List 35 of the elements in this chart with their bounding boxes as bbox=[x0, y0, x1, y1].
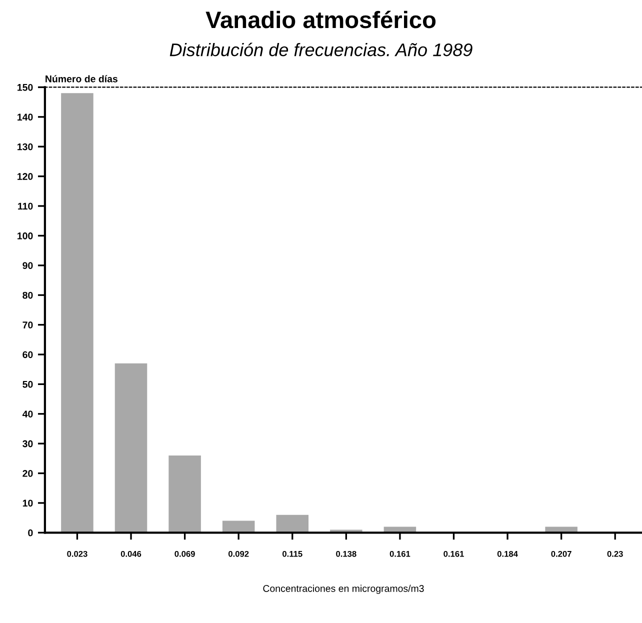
y-tick-label: 30 bbox=[22, 440, 33, 448]
chart-title: Vanadio atmosférico bbox=[206, 10, 436, 28]
bar bbox=[114, 363, 148, 533]
y-tick-label: 120 bbox=[18, 173, 33, 180]
x-tick-label: 0.207 bbox=[551, 550, 572, 557]
y-tick-label: 110 bbox=[18, 202, 33, 210]
y-tick-label: 10 bbox=[22, 500, 33, 507]
x-tick-label: 0.046 bbox=[120, 550, 142, 557]
x-axis-title: Concentraciones en microgramos/m3 bbox=[263, 584, 424, 594]
x-tick-label: 0.092 bbox=[228, 550, 249, 557]
x-tick-label: 0.069 bbox=[174, 550, 195, 557]
x-tick-label: 0.23 bbox=[607, 550, 623, 557]
y-tick-label: 90 bbox=[22, 262, 33, 270]
y-tick-label: 150 bbox=[18, 84, 33, 91]
x-tick-label: 0.161 bbox=[444, 550, 464, 557]
x-tick-label: 0.023 bbox=[67, 550, 88, 557]
x-tick-label: 0.184 bbox=[497, 550, 518, 557]
y-tick-label: 80 bbox=[22, 292, 33, 299]
y-tick-label: 40 bbox=[22, 410, 33, 418]
y-tick-label: 70 bbox=[22, 322, 33, 328]
y-axis-title: Número de días bbox=[46, 75, 118, 82]
y-tick-label: 20 bbox=[22, 470, 33, 477]
bar bbox=[276, 514, 309, 533]
x-tick-label: 0.138 bbox=[336, 550, 356, 557]
y-tick-label: 140 bbox=[18, 114, 33, 121]
y-tick-label: 60 bbox=[22, 351, 33, 358]
y-tick-label: 0 bbox=[28, 529, 33, 536]
bar bbox=[168, 455, 201, 533]
y-tick-label: 100 bbox=[18, 232, 33, 240]
chart-subtitle: Distribución de frecuencias. Año 1989 bbox=[170, 42, 472, 56]
y-tick-label: 50 bbox=[22, 380, 33, 388]
x-tick-label: 0.161 bbox=[390, 550, 410, 557]
x-tick-label: 0.115 bbox=[282, 550, 302, 557]
y-tick-label: 130 bbox=[18, 143, 33, 150]
bar bbox=[61, 93, 94, 533]
